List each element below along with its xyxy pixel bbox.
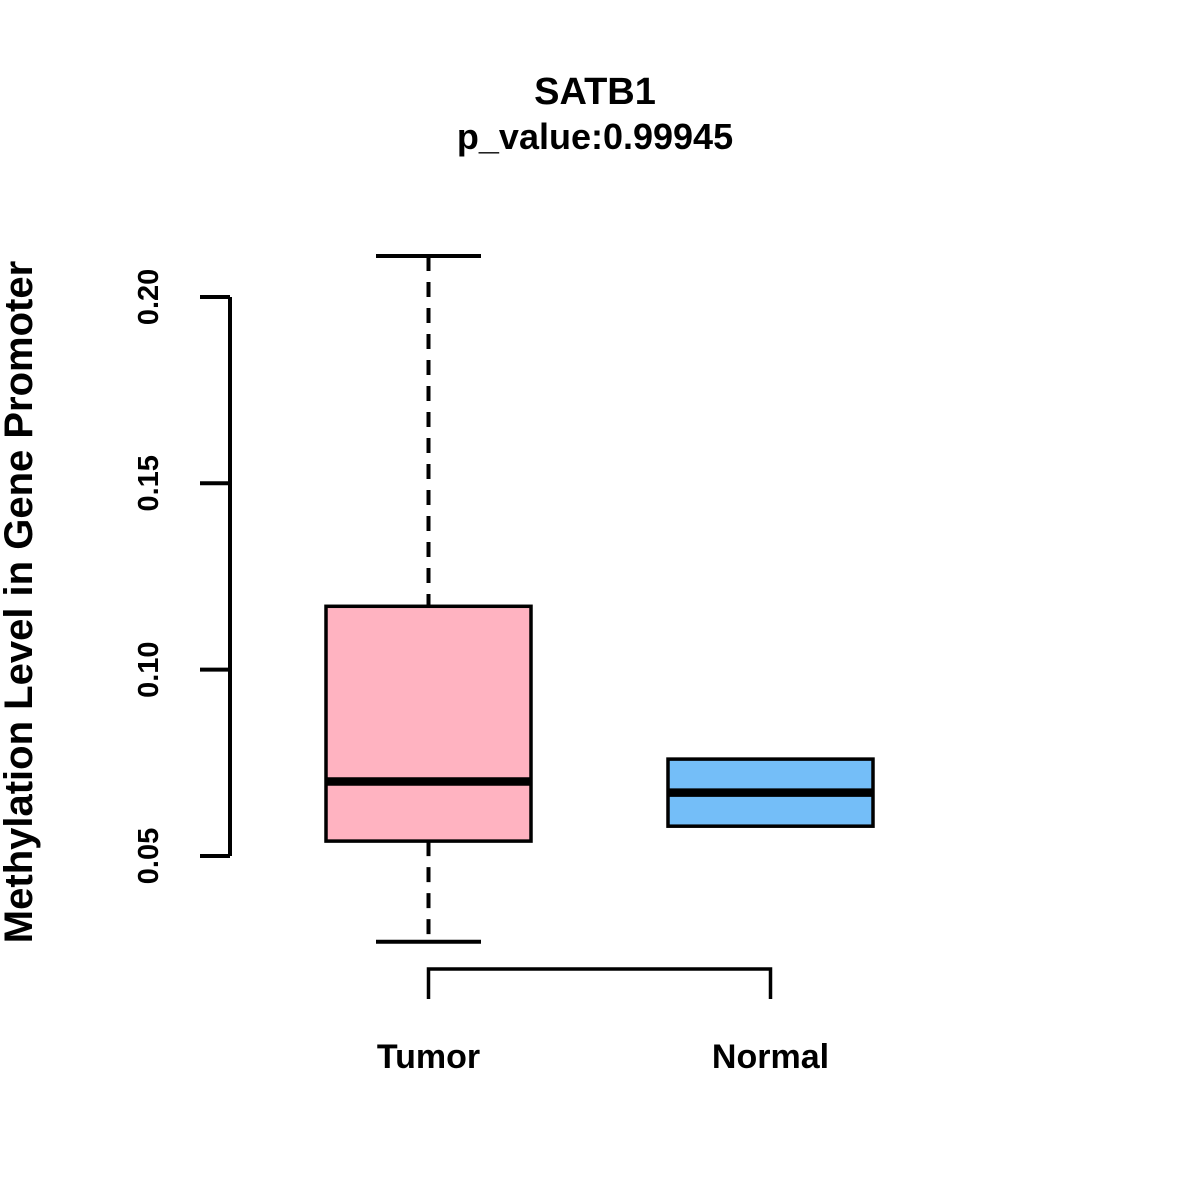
y-axis-label: Methylation Level in Gene Promoter <box>0 261 41 943</box>
plot-area: 0.05 0.10 0.15 0.20 Tumor Normal <box>133 253 875 1076</box>
chart-title: SATB1 <box>534 71 656 113</box>
x-category-label-tumor: Tumor <box>377 1038 480 1076</box>
y-axis-tick-label: 0.15 <box>133 455 165 511</box>
chart-subtitle: p_value:0.99945 <box>457 116 733 157</box>
x-category-label-normal: Normal <box>712 1038 829 1076</box>
y-axis-tick-label: 0.20 <box>133 269 165 325</box>
y-axis-tick-label: 0.05 <box>133 828 165 884</box>
x-axis-bracket <box>426 967 773 999</box>
y-axis-tick-label: 0.10 <box>133 641 165 697</box>
tumor-box <box>324 604 533 843</box>
